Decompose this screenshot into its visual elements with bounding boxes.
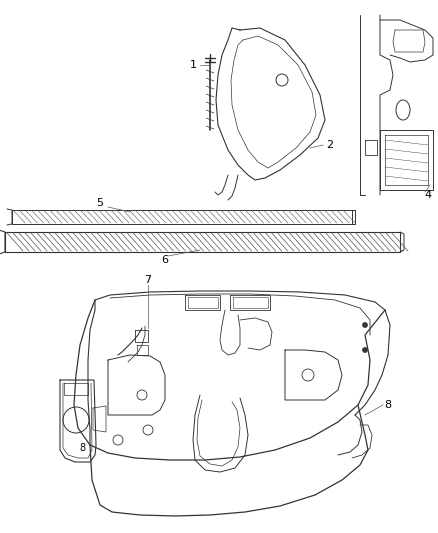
Circle shape bbox=[363, 322, 367, 327]
Text: 8: 8 bbox=[385, 400, 392, 410]
Text: 2: 2 bbox=[326, 140, 334, 150]
Text: 7: 7 bbox=[145, 275, 152, 285]
Text: 4: 4 bbox=[424, 190, 431, 200]
Text: 8: 8 bbox=[79, 443, 85, 453]
Text: 5: 5 bbox=[96, 198, 103, 208]
Circle shape bbox=[363, 348, 367, 352]
Text: 1: 1 bbox=[190, 60, 197, 70]
Text: 6: 6 bbox=[162, 255, 169, 265]
